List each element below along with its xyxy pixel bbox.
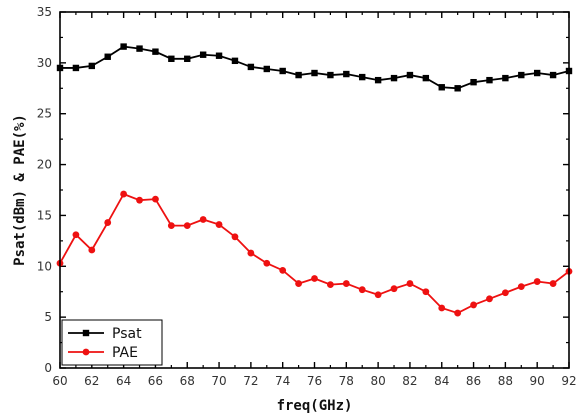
x-tick-label: 60 [52, 374, 67, 388]
x-tick-label: 78 [339, 374, 354, 388]
psat-point [359, 73, 366, 81]
psat-point [438, 84, 445, 91]
legend-box [61, 319, 163, 366]
psat-point [311, 69, 318, 77]
x-tick-label: 66 [148, 374, 163, 388]
psat-point [549, 71, 557, 79]
y-tick-label: 5 [44, 310, 52, 324]
x-tick-label: 84 [434, 374, 449, 388]
x-tick-label: 88 [498, 374, 513, 388]
pae-point [72, 231, 80, 239]
pae-point [358, 286, 366, 294]
psat-point [454, 85, 461, 92]
psat-point [518, 71, 525, 79]
psat-point [168, 55, 175, 62]
pae-point [327, 281, 334, 288]
y-tick-label: 0 [44, 361, 52, 375]
psat-point [120, 43, 127, 50]
pae-point [215, 221, 223, 228]
x-tick-label: 82 [402, 374, 417, 388]
pae-point [438, 304, 446, 312]
pae-point [263, 259, 271, 267]
psat-point [422, 74, 430, 82]
pae-point [104, 219, 112, 226]
psat-point [502, 74, 509, 82]
pae-point [152, 195, 159, 203]
x-tick-label: 72 [243, 374, 258, 388]
psat-point [533, 69, 541, 77]
pae-point [295, 280, 302, 287]
x-tick-label: 70 [211, 374, 226, 388]
psat-point [343, 70, 350, 78]
pae-point [183, 222, 191, 230]
y-tick-label: 20 [37, 158, 52, 172]
pae-point [422, 288, 430, 296]
plot-frame [59, 11, 570, 369]
psat-point [152, 48, 159, 55]
psat-point [374, 76, 382, 84]
x-tick-label: 80 [370, 374, 385, 388]
pae-point [199, 216, 207, 223]
pae-point [279, 266, 287, 274]
pae-point [167, 222, 175, 230]
x-axis-title: freq(GHz) [277, 398, 353, 414]
psat-point [327, 71, 334, 79]
pae-point [390, 285, 398, 293]
pae-point [501, 289, 509, 297]
psat-point [215, 52, 223, 59]
pae-point [549, 280, 557, 287]
pae-point [342, 280, 350, 287]
psat-point [104, 53, 111, 60]
pae-point [311, 275, 318, 282]
x-tick-label: 74 [275, 374, 290, 388]
y-tick-label: 10 [37, 259, 52, 273]
x-tick-label: 68 [180, 374, 195, 388]
pae-point [517, 283, 525, 291]
psat-point [247, 63, 255, 71]
x-tick-label: 76 [307, 374, 322, 388]
plot-area [60, 12, 569, 368]
legend-pae-marker [82, 348, 90, 356]
legend-psat-marker [82, 329, 90, 337]
pae-point [454, 309, 462, 317]
psat-point [136, 45, 143, 52]
psat-point [263, 65, 270, 73]
pae-point [231, 233, 239, 241]
y-tick-label: 30 [37, 56, 52, 70]
psat-point [72, 64, 80, 72]
pae-point [120, 190, 128, 198]
y-axis-title: Psat(dBm) & PAE(%) [12, 114, 28, 266]
psat-point [88, 62, 96, 70]
legend-pae-label: PAE [112, 345, 138, 361]
legend-psat-label: Psat [112, 326, 142, 342]
x-tick-label: 86 [466, 374, 481, 388]
pae-point [406, 280, 414, 287]
psat-point [279, 67, 286, 75]
x-tick-label: 92 [561, 374, 576, 388]
psat-point [406, 71, 414, 79]
psat-point [390, 74, 398, 82]
pae-point [247, 249, 255, 257]
x-tick-label: 62 [84, 374, 99, 388]
psat-point [486, 76, 493, 84]
pae-point [470, 301, 477, 309]
psat-point [470, 78, 477, 86]
y-tick-label: 15 [37, 208, 52, 222]
psat-point [199, 51, 207, 58]
pae-point [136, 196, 143, 204]
x-tick-label: 90 [530, 374, 545, 388]
pae-point [533, 278, 541, 285]
psat-point [295, 71, 302, 79]
psat-point [231, 57, 239, 65]
x-tick-label: 64 [116, 374, 131, 388]
y-tick-label: 35 [37, 5, 52, 19]
psat-point [184, 55, 191, 62]
y-tick-label: 25 [37, 107, 52, 121]
pae-point [88, 246, 96, 254]
pae-point [486, 295, 493, 303]
pae-point [374, 291, 382, 299]
